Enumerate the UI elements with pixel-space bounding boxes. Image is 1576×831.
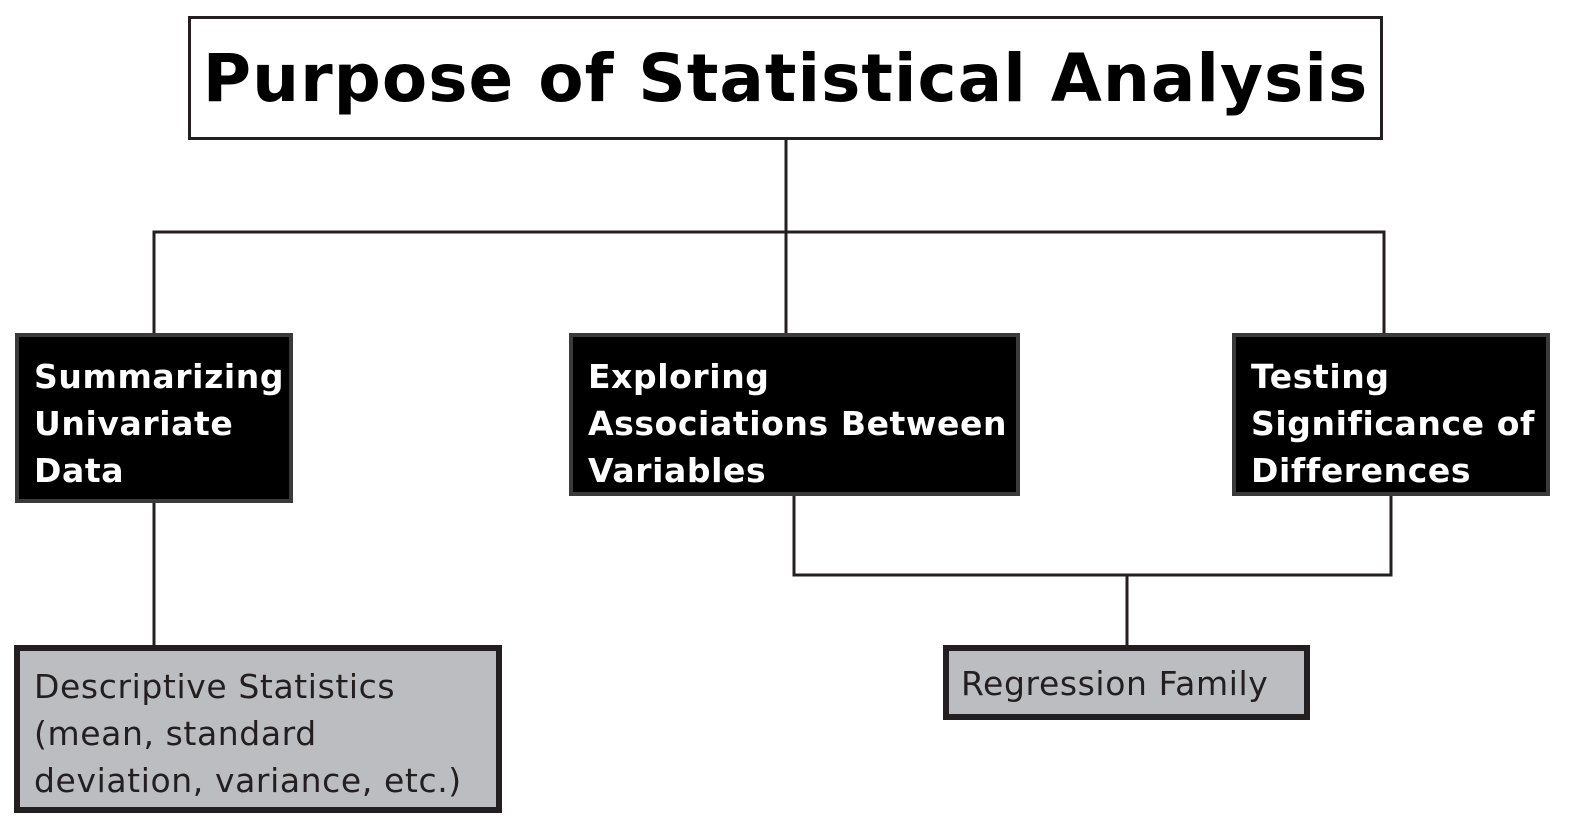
node-exploring-associations: Exploring Associations Between Variables bbox=[569, 333, 1020, 496]
node-label: Summarizing Univariate Data bbox=[34, 357, 285, 490]
node-label: Regression Family bbox=[961, 664, 1269, 703]
node-label: Testing Significance of Differences bbox=[1251, 357, 1535, 490]
node-summarizing-univariate-data: Summarizing Univariate Data bbox=[15, 333, 293, 503]
node-regression-family: Regression Family bbox=[943, 645, 1310, 720]
node-descriptive-statistics: Descriptive Statistics (mean, standard d… bbox=[14, 645, 502, 813]
root-title: Purpose of Statistical Analysis bbox=[202, 39, 1369, 117]
node-label: Exploring Associations Between Variables bbox=[588, 357, 1008, 490]
node-testing-significance: Testing Significance of Differences bbox=[1232, 333, 1550, 496]
root-node: Purpose of Statistical Analysis bbox=[188, 16, 1383, 140]
node-label: Descriptive Statistics (mean, standard d… bbox=[34, 667, 462, 800]
